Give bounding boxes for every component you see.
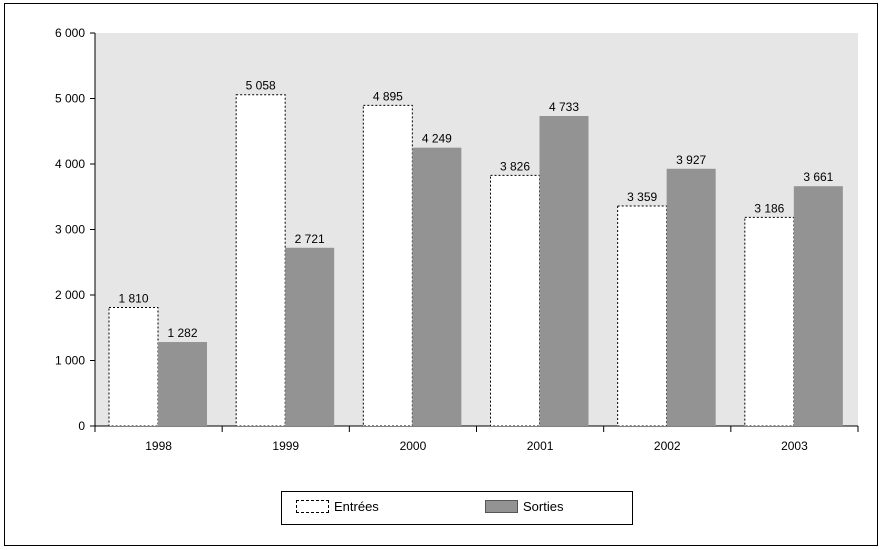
legend-swatch-sorties <box>485 500 518 513</box>
legend-item-entrees: Entrées <box>296 499 379 514</box>
bar-entrees <box>744 216 795 427</box>
legend-swatch-entrees <box>296 500 329 513</box>
data-label-entrees: 1 810 <box>118 291 148 305</box>
data-label-entrees: 5 058 <box>246 79 276 93</box>
data-label-sorties: 1 282 <box>167 326 197 340</box>
data-label-sorties: 4 733 <box>549 100 579 114</box>
y-tick-label: 4 000 <box>55 157 85 171</box>
bar-sorties <box>158 342 207 426</box>
chart-legend: Entrées Sorties <box>281 491 633 525</box>
data-label-entrees: 3 359 <box>627 190 657 204</box>
x-tick-label: 1999 <box>272 439 299 453</box>
data-label-sorties: 3 661 <box>803 170 833 184</box>
bar-sorties <box>793 186 843 426</box>
y-tick-label: 1 000 <box>55 354 85 368</box>
bar-sorties <box>666 168 716 426</box>
data-label-entrees: 3 826 <box>500 159 530 173</box>
data-label-entrees: 4 895 <box>373 89 403 103</box>
bar-sorties <box>539 115 589 427</box>
x-tick-label: 1998 <box>145 439 172 453</box>
data-label-sorties: 2 721 <box>295 232 325 246</box>
data-label-sorties: 3 927 <box>676 153 706 167</box>
y-tick-label: 2 000 <box>55 288 85 302</box>
bar-entrees <box>235 94 286 427</box>
plot-area <box>95 33 858 426</box>
y-tick-label: 3 000 <box>55 223 85 237</box>
data-label-entrees: 3 186 <box>754 201 784 215</box>
chart-frame <box>4 3 878 546</box>
legend-label-sorties: Sorties <box>523 499 564 514</box>
legend-label-entrees: Entrées <box>334 499 379 514</box>
legend-item-sorties: Sorties <box>485 499 563 514</box>
y-tick-label: 5 000 <box>55 92 85 106</box>
bar-entrees <box>617 205 668 427</box>
bar-entrees <box>108 306 159 427</box>
y-tick-label: 0 <box>78 419 85 433</box>
bar-sorties <box>412 147 462 427</box>
bar-entrees <box>490 174 540 427</box>
x-tick-label: 2003 <box>781 439 808 453</box>
data-label-sorties: 4 249 <box>422 132 452 146</box>
x-tick-label: 2001 <box>527 439 554 453</box>
bar-sorties <box>285 247 335 426</box>
x-tick-label: 2002 <box>654 439 681 453</box>
x-tick-label: 2000 <box>400 439 427 453</box>
y-tick-label: 6 000 <box>55 26 85 40</box>
bar-entrees <box>362 104 413 427</box>
